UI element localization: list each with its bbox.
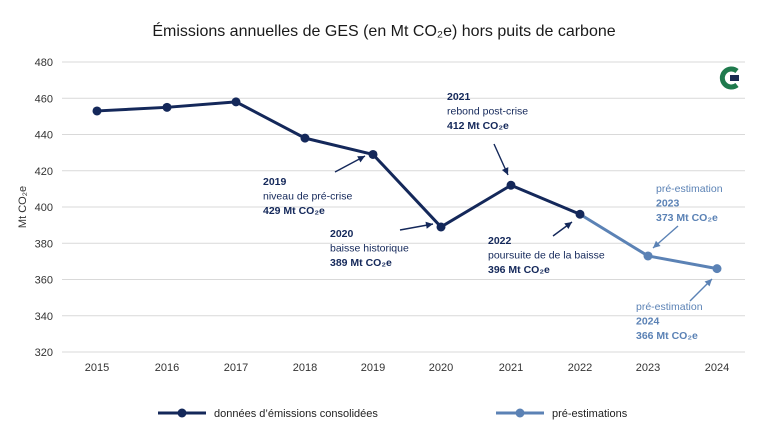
annotation-2023-line: 373 Mt CO₂e — [656, 212, 718, 224]
x-tick-label: 2022 — [568, 362, 592, 374]
y-tick-label: 340 — [35, 311, 53, 323]
annotation-2022-line: poursuite de de la baisse — [488, 250, 605, 262]
annotation-2019-line: niveau de pré-crise — [263, 191, 352, 203]
x-tick-label: 2023 — [636, 362, 660, 374]
y-tick-label: 380 — [35, 238, 53, 250]
annotation-arrow-head — [425, 221, 433, 229]
annotation-2023-line: 2023 — [656, 198, 680, 210]
annotation-2020-line: 2020 — [330, 228, 354, 240]
data-point — [712, 264, 722, 274]
annotation-2021-line: 2021 — [447, 91, 471, 103]
legend-label: pré-estimations — [552, 408, 628, 420]
citepa-logo-icon — [719, 66, 739, 90]
y-tick-label: 360 — [35, 275, 53, 287]
y-tick-label: 320 — [35, 347, 53, 359]
x-tick-label: 2020 — [429, 362, 453, 374]
data-point — [300, 133, 310, 143]
legend-marker — [177, 408, 187, 418]
data-point — [162, 102, 172, 112]
annotation-2020-line: baisse historique — [330, 243, 409, 255]
x-tick-label: 2017 — [224, 362, 248, 374]
annotation-2023-line: pré-estimation — [656, 183, 723, 195]
y-tick-label: 480 — [35, 57, 53, 69]
chart-title: Émissions annuelles de GES (en Mt CO₂e) … — [152, 21, 615, 40]
x-tick-label: 2019 — [361, 362, 385, 374]
annotation-2019-line: 429 Mt CO₂e — [263, 205, 325, 217]
y-tick-label: 420 — [35, 166, 53, 178]
annotation-2024-line: pré-estimation — [636, 301, 703, 313]
annotation-arrow-head — [564, 222, 572, 229]
data-point — [92, 106, 102, 116]
legend-label: données d’émissions consolidées — [214, 408, 378, 420]
data-point — [231, 97, 241, 107]
annotation-2021-line: 412 Mt CO₂e — [447, 120, 509, 132]
y-tick-label: 440 — [35, 130, 53, 142]
data-point — [436, 222, 446, 232]
data-point — [506, 180, 516, 190]
y-axis-label: Mt CO₂e — [17, 186, 29, 228]
x-tick-label: 2021 — [499, 362, 523, 374]
x-tick-label: 2024 — [705, 362, 729, 374]
x-tick-label: 2015 — [85, 362, 109, 374]
annotation-2020-line: 389 Mt CO₂e — [330, 257, 392, 269]
data-point — [368, 149, 378, 159]
annotation-arrow-head — [357, 156, 365, 163]
annotation-2022-line: 2022 — [488, 235, 512, 247]
annotation-arrow-head — [653, 240, 661, 248]
series-consolidated-line — [96, 100, 581, 229]
annotation-arrow-head — [704, 279, 712, 287]
annotation-2024-line: 2024 — [636, 316, 660, 328]
data-point — [643, 251, 653, 261]
x-tick-label: 2016 — [155, 362, 179, 374]
data-point — [575, 209, 585, 219]
annotation-2019-line: 2019 — [263, 176, 287, 188]
legend-marker — [515, 408, 525, 418]
annotation-2024-line: 366 Mt CO₂e — [636, 330, 698, 342]
annotation-2021-line: rebond post-crise — [447, 106, 528, 118]
annotation-2022-line: 396 Mt CO₂e — [488, 264, 550, 276]
y-tick-label: 400 — [35, 202, 53, 214]
y-tick-label: 460 — [35, 93, 53, 105]
x-tick-label: 2018 — [293, 362, 317, 374]
annotation-arrow-head — [501, 167, 509, 175]
